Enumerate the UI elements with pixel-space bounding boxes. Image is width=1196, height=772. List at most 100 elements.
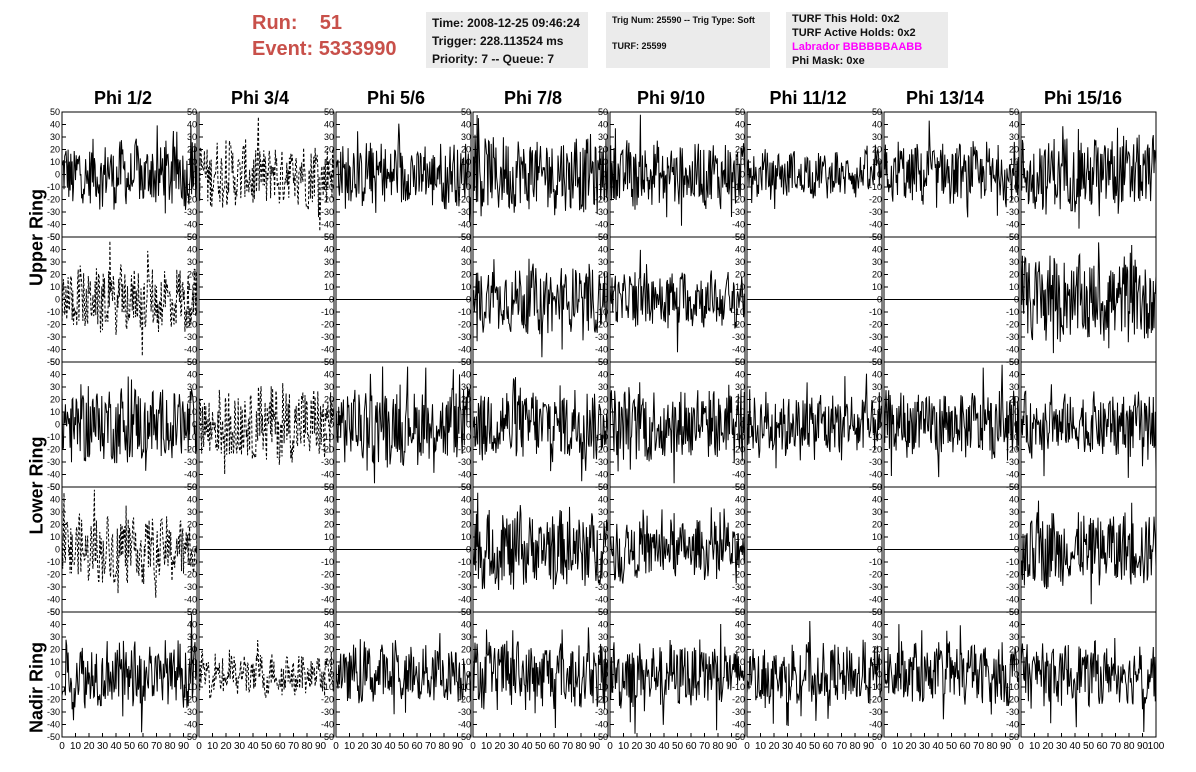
y-tick-label: -10 [869,307,882,317]
y-tick-label: -40 [321,470,334,480]
x-tick-label: 70 [425,741,437,752]
y-tick-label: -30 [184,332,197,342]
x-tick-label: 90 [1000,741,1012,752]
y-tick-label: -10 [184,682,197,692]
y-tick-label: -30 [869,457,882,467]
y-tick-label: -50 [321,732,334,742]
y-tick-label: -20 [184,445,197,455]
y-tick-label: -40 [47,220,60,230]
y-tick-label: -30 [47,207,60,217]
y-tick-label: 50 [598,357,608,367]
waveform-trace [61,613,198,733]
y-tick-label: -40 [595,220,608,230]
y-tick-label: -30 [732,207,745,217]
y-tick-label: -30 [869,582,882,592]
y-tick-label: 10 [324,282,334,292]
run-event-panel: Run: 51 Event: 5333990 [252,10,397,62]
x-tick-label: 10 [1029,741,1041,752]
y-tick-label: 50 [187,607,197,617]
y-tick-label: 0 [877,295,882,305]
x-tick-label: 20 [768,741,780,752]
y-tick-label: 20 [324,270,334,280]
y-tick-label: 50 [735,482,745,492]
y-tick-label: -30 [321,332,334,342]
y-tick-label: -30 [595,457,608,467]
y-tick-label: 50 [324,107,334,117]
y-tick-label: 20 [1009,395,1019,405]
y-tick-label: 50 [1009,357,1019,367]
y-tick-label: 10 [598,532,608,542]
y-tick-label: 10 [1009,282,1019,292]
waveform-trace [1020,384,1157,478]
y-tick-label: 50 [598,607,608,617]
y-tick-label: 50 [872,107,882,117]
waveform-trace [198,116,335,232]
y-tick-label: 20 [735,645,745,655]
y-tick-label: -30 [47,457,60,467]
x-tick-label: 20 [220,741,232,752]
y-tick-label: 30 [187,632,197,642]
y-tick-label: 40 [50,495,60,505]
y-tick-label: 50 [50,357,60,367]
y-tick-label: 50 [324,232,334,242]
y-tick-label: -20 [1006,320,1019,330]
y-tick-label: -40 [869,470,882,480]
y-tick-label: 30 [324,132,334,142]
y-tick-label: 40 [598,120,608,130]
y-tick-label: -40 [184,345,197,355]
waveform-trace [609,382,746,484]
y-tick-label: -50 [595,732,608,742]
y-tick-label: 40 [598,620,608,630]
y-tick-label: -50 [47,357,60,367]
waveform-trace [61,489,198,598]
y-tick-label: 40 [872,245,882,255]
y-tick-label: -20 [47,445,60,455]
turf-this-hold: TURF This Hold: 0x2 [792,13,900,25]
y-tick-label: 50 [461,357,471,367]
y-tick-label: 30 [735,632,745,642]
x-tick-label: 90 [452,741,464,752]
waveform-trace [198,639,335,700]
y-tick-label: 40 [1009,245,1019,255]
y-tick-label: -10 [458,182,471,192]
y-tick-label: 0 [55,420,60,430]
y-tick-label: 10 [461,532,471,542]
y-tick-label: -20 [1006,570,1019,580]
y-tick-label: -30 [595,707,608,717]
y-tick-label: 40 [735,245,745,255]
y-tick-label: 30 [1009,257,1019,267]
trig-panel: Trig Num: 25590 -- Trig Type: Soft TURF:… [606,12,770,68]
y-tick-label: 0 [192,545,197,555]
y-tick-label: -30 [458,582,471,592]
y-tick-label: 50 [1009,482,1019,492]
y-tick-label: 10 [735,282,745,292]
y-tick-label: 10 [1009,407,1019,417]
y-tick-label: 30 [461,132,471,142]
x-tick-label: 60 [1096,741,1108,752]
y-tick-label: -30 [458,332,471,342]
y-tick-label: 10 [50,407,60,417]
waveform-trace [609,249,746,353]
y-tick-label: 30 [1009,132,1019,142]
x-tick-label: 50 [1083,741,1095,752]
y-tick-label: -10 [47,557,60,567]
y-tick-label: -40 [595,345,608,355]
y-tick-label: 0 [329,670,334,680]
x-tick-label: 10 [618,741,630,752]
y-tick-label: -10 [458,682,471,692]
y-tick-label: -10 [869,682,882,692]
x-tick-label: 80 [986,741,998,752]
y-tick-label: -30 [869,207,882,217]
y-tick-label: 10 [324,532,334,542]
y-tick-label: -20 [732,445,745,455]
y-tick-label: 0 [329,170,334,180]
y-tick-label: 50 [324,357,334,367]
y-tick-label: 10 [1009,532,1019,542]
y-tick-label: 0 [192,295,197,305]
y-tick-label: 0 [740,670,745,680]
y-tick-label: -10 [1006,557,1019,567]
y-tick-label: 50 [872,482,882,492]
y-tick-label: -40 [1006,720,1019,730]
y-tick-label: 30 [598,632,608,642]
